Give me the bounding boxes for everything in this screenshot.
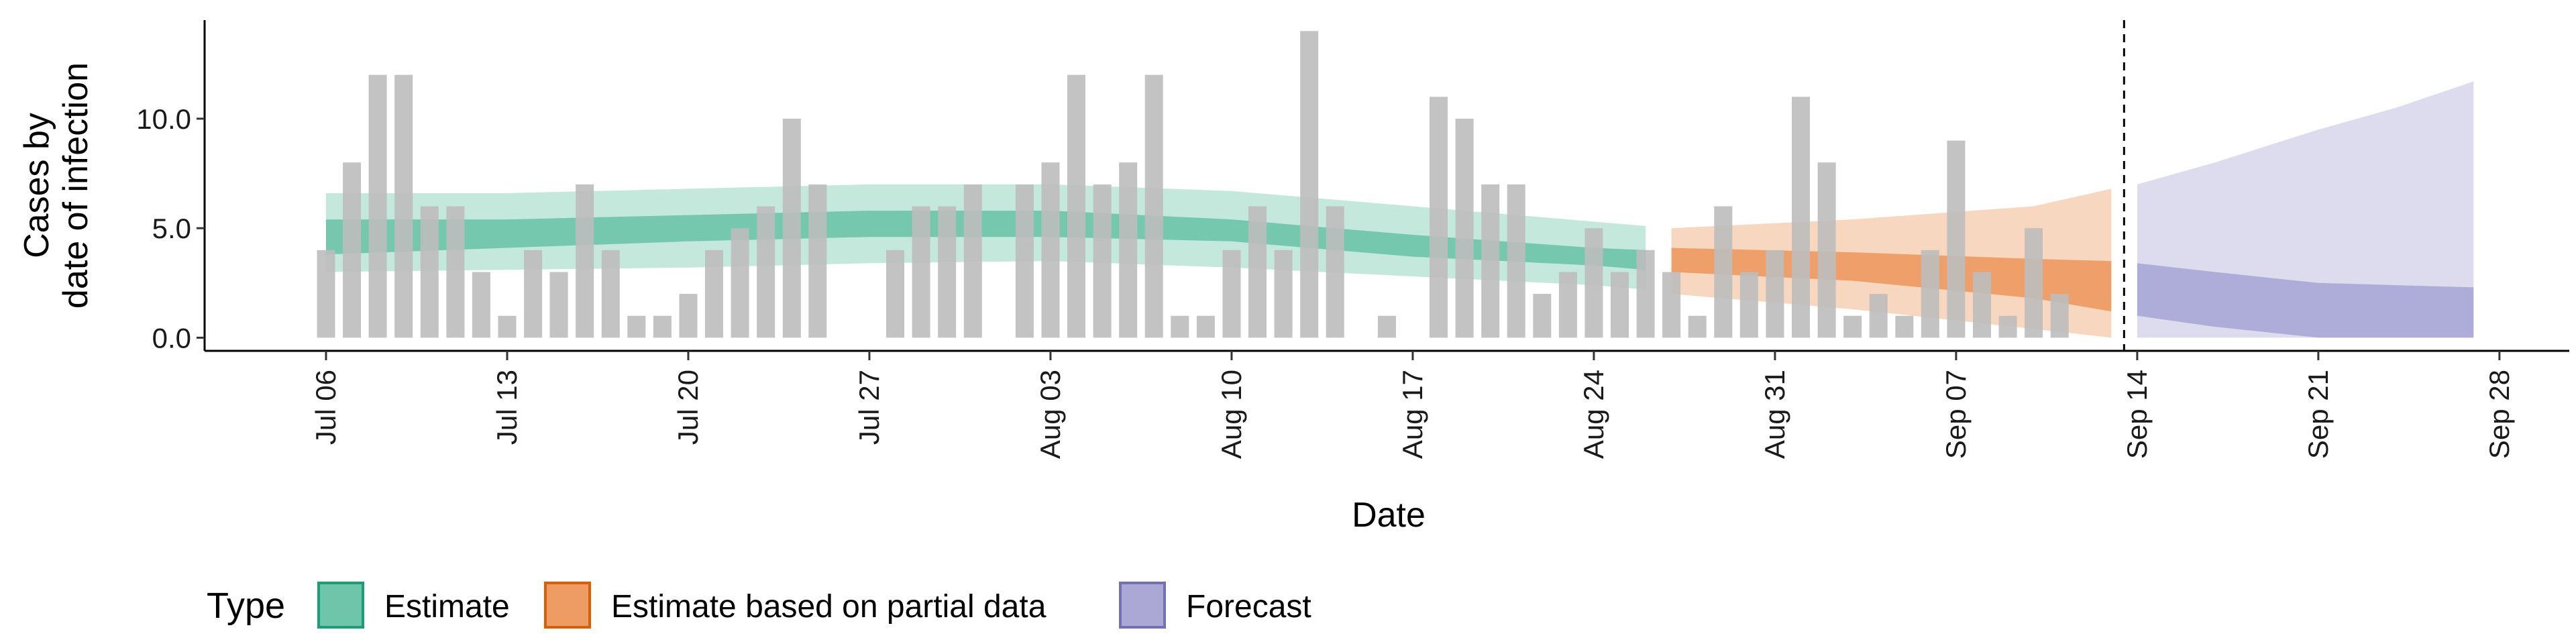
case-bar bbox=[705, 250, 723, 338]
case-bar bbox=[1688, 315, 1707, 338]
case-bar bbox=[1015, 184, 1034, 338]
case-bar bbox=[1817, 162, 1836, 338]
legend-key bbox=[317, 582, 364, 629]
bands-layer bbox=[326, 81, 2474, 338]
x-tick-label: Aug 24 bbox=[1578, 370, 1609, 459]
y-axis-title: Cases bydate of infection bbox=[17, 62, 95, 309]
case-bar bbox=[601, 250, 620, 338]
case-bar bbox=[343, 162, 362, 338]
case-bar bbox=[1041, 162, 1060, 338]
case-bar bbox=[1585, 228, 1603, 338]
case-bar bbox=[1558, 272, 1577, 338]
case-bar bbox=[963, 184, 982, 338]
y-tick-label: 5.0 bbox=[152, 213, 191, 244]
case-bar bbox=[1248, 206, 1267, 338]
x-tick-label: Jul 06 bbox=[310, 370, 341, 445]
case-bar bbox=[757, 206, 775, 338]
case-bar bbox=[1455, 118, 1474, 338]
x-tick-label: Sep 07 bbox=[1940, 370, 1972, 459]
band-inner-estimate bbox=[326, 211, 1646, 270]
y-axis-title-line: date of infection bbox=[56, 62, 95, 309]
case-bar bbox=[1739, 272, 1758, 338]
case-bar bbox=[731, 228, 749, 338]
case-bar bbox=[1196, 315, 1215, 338]
x-axis-title: Date bbox=[1352, 496, 1426, 535]
legend-key bbox=[1119, 582, 1166, 629]
axes-layer: 0.0 5.0 10.0 Jul 06 Jul 13 Jul 20 Jul 27 Aug 03… bbox=[17, 20, 2569, 535]
case-bar bbox=[2050, 294, 2069, 338]
case-bar bbox=[1222, 250, 1241, 338]
case-bar bbox=[1973, 272, 1991, 338]
case-bar bbox=[938, 206, 957, 338]
case-bar bbox=[1869, 294, 1888, 338]
x-tick-label: Sep 21 bbox=[2302, 370, 2334, 459]
case-bar bbox=[1921, 250, 1939, 338]
case-bar bbox=[472, 272, 490, 338]
case-bar bbox=[1662, 272, 1681, 338]
case-bar bbox=[368, 74, 387, 338]
case-bar bbox=[524, 250, 543, 338]
band-inner-forecast bbox=[2137, 263, 2474, 338]
legend-layer: Type Estimate Estimate based on partial da… bbox=[207, 582, 1311, 629]
case-bar bbox=[1636, 250, 1655, 338]
case-bar bbox=[1611, 272, 1629, 338]
case-bar bbox=[1067, 74, 1085, 338]
x-tick-label: Jul 13 bbox=[491, 370, 523, 445]
legend-key bbox=[544, 582, 591, 629]
case-bar bbox=[1766, 250, 1784, 338]
x-tick-label: Sep 14 bbox=[2121, 370, 2153, 459]
case-bar bbox=[1093, 184, 1112, 338]
case-bar bbox=[549, 272, 568, 338]
case-bar bbox=[1144, 74, 1163, 338]
case-bar bbox=[912, 206, 930, 338]
case-bar bbox=[1326, 206, 1344, 338]
case-bar bbox=[1481, 184, 1500, 338]
case-bar bbox=[808, 184, 827, 338]
x-tick-label: Jul 27 bbox=[853, 370, 885, 445]
case-bar bbox=[1377, 315, 1396, 338]
case-bar bbox=[1714, 206, 1733, 338]
case-bar bbox=[576, 184, 594, 338]
case-bar bbox=[1171, 315, 1189, 338]
case-bar bbox=[2025, 228, 2043, 338]
case-bar bbox=[1792, 97, 1810, 338]
case-bar bbox=[886, 250, 904, 338]
case-bar bbox=[317, 250, 335, 338]
x-tick-label: Aug 31 bbox=[1759, 370, 1790, 459]
x-tick-label: Aug 10 bbox=[1216, 370, 1247, 459]
case-bar bbox=[653, 315, 672, 338]
x-tick-label: Sep 28 bbox=[2483, 370, 2515, 459]
y-axis-title-line: Cases by bbox=[17, 113, 56, 258]
y-tick-label: 10.0 bbox=[136, 103, 191, 135]
case-bar bbox=[1895, 315, 1914, 338]
case-bar bbox=[446, 206, 465, 338]
case-bar bbox=[1119, 162, 1138, 338]
case-bar bbox=[498, 315, 517, 338]
case-bar bbox=[679, 294, 698, 338]
legend-label: Estimate based on partial data bbox=[611, 589, 1046, 625]
x-tick-label: Aug 03 bbox=[1034, 370, 1066, 459]
x-tick-label: Aug 17 bbox=[1397, 370, 1428, 459]
case-bar bbox=[1430, 97, 1448, 338]
case-bar bbox=[420, 206, 439, 338]
case-bar bbox=[1998, 315, 2017, 338]
case-bar bbox=[1507, 184, 1525, 338]
case-bar bbox=[627, 315, 646, 338]
case-bar bbox=[1300, 31, 1319, 338]
legend-label: Estimate bbox=[384, 589, 510, 625]
x-tick-label: Jul 20 bbox=[672, 370, 704, 445]
legend-label: Forecast bbox=[1186, 589, 1311, 625]
case-bar bbox=[394, 74, 413, 338]
case-bar bbox=[782, 118, 801, 338]
case-bar bbox=[1947, 140, 1966, 338]
case-bar bbox=[1843, 315, 1862, 338]
bars-layer bbox=[317, 31, 2069, 338]
case-bar bbox=[1274, 250, 1293, 338]
case-bar bbox=[1533, 294, 1552, 338]
y-tick-label: 0.0 bbox=[152, 322, 191, 354]
legend-title: Type bbox=[207, 586, 285, 626]
